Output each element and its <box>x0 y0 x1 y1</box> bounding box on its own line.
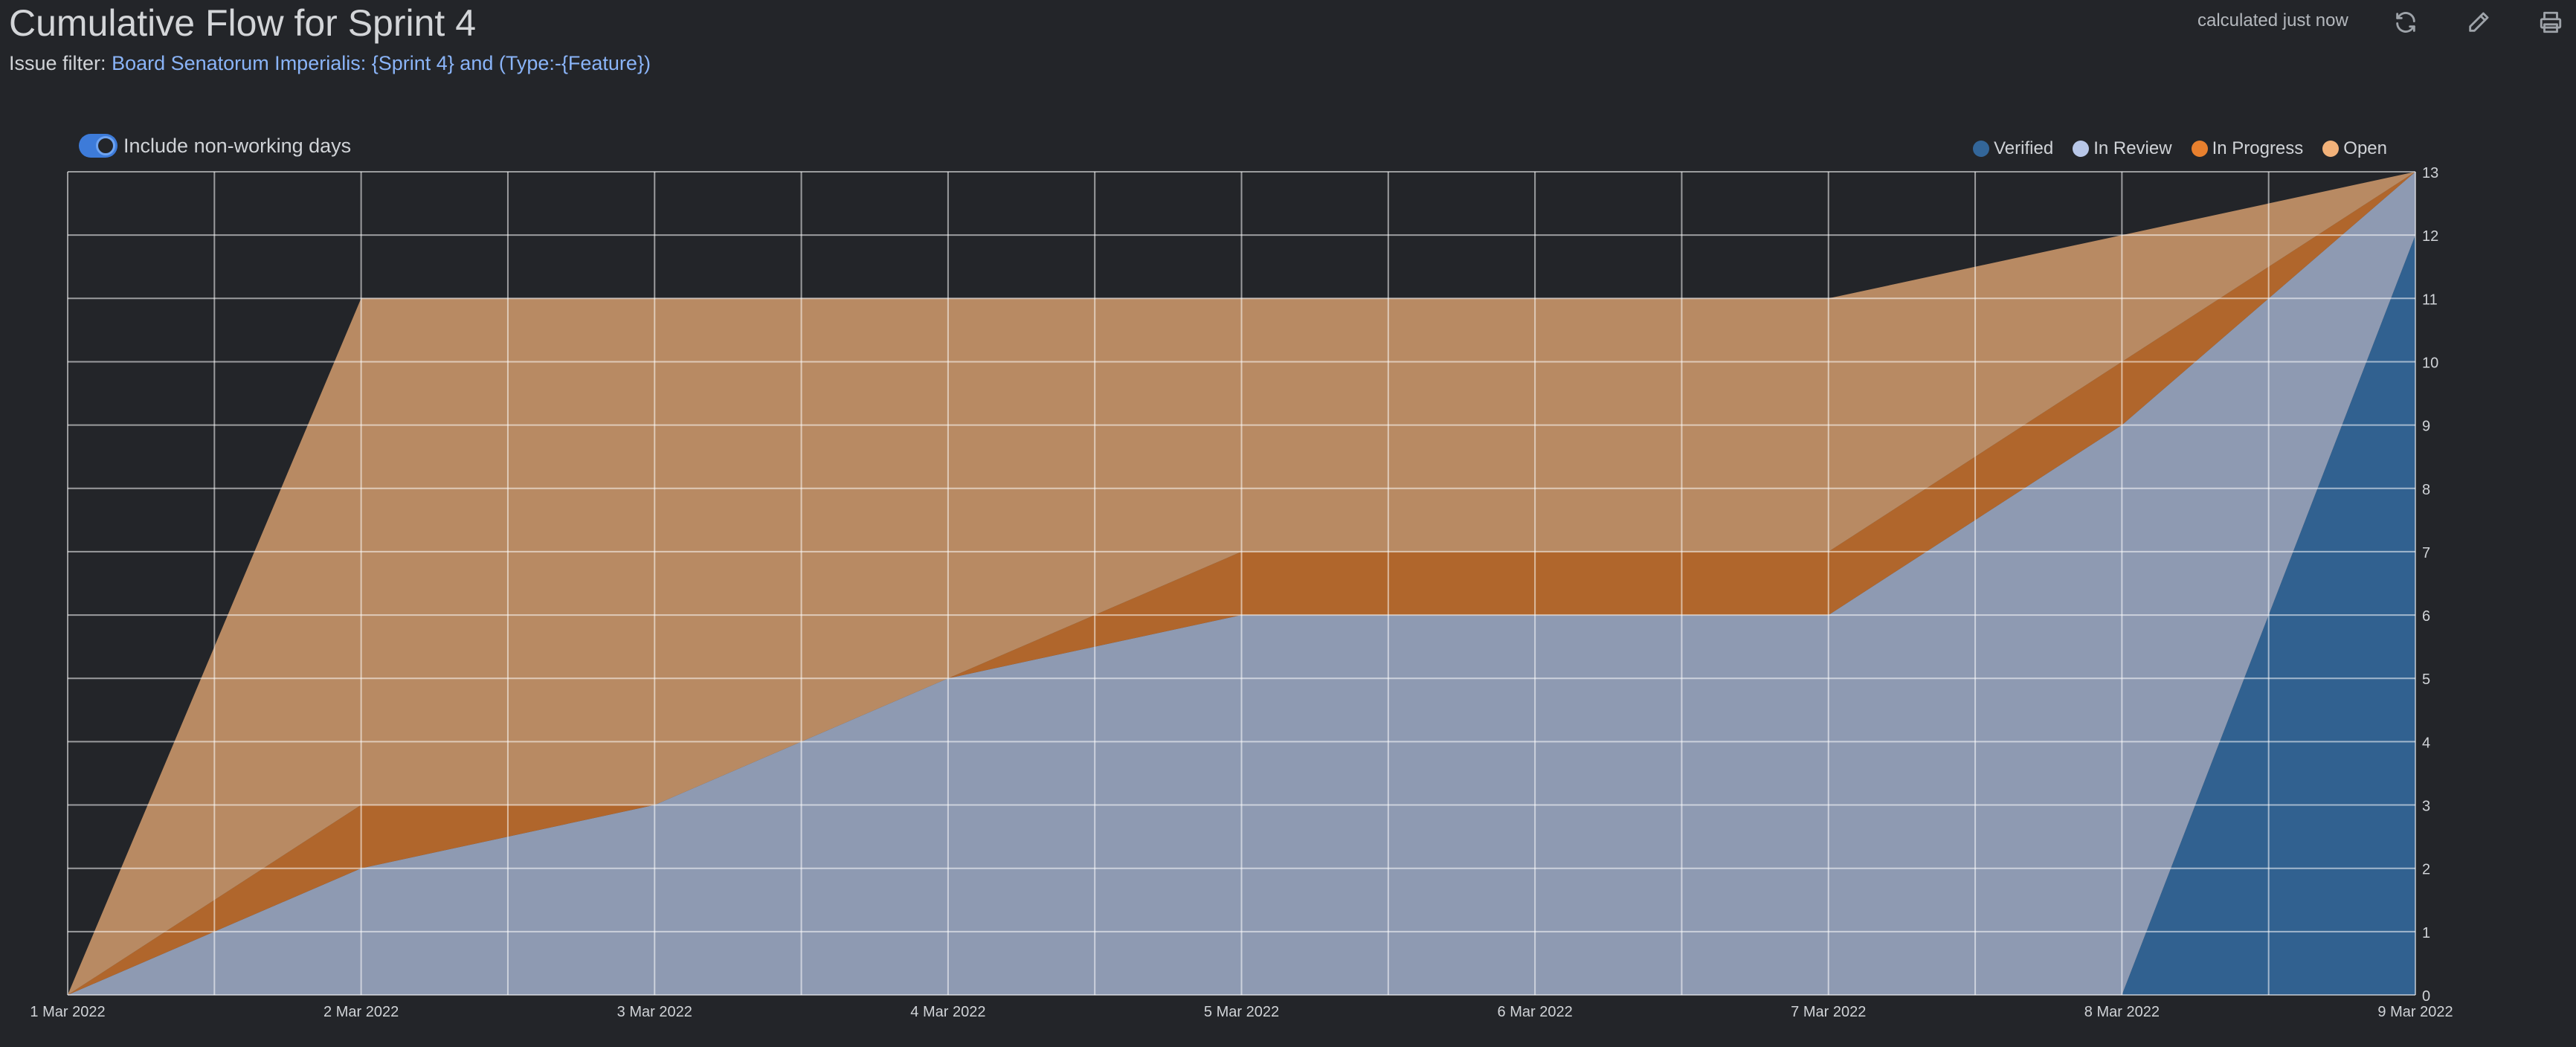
y-tick-label: 13 <box>2422 165 2438 181</box>
y-tick-label: 0 <box>2422 988 2430 1005</box>
refresh-button[interactable] <box>2389 6 2422 39</box>
x-tick-label: 8 Mar 2022 <box>2084 1004 2160 1020</box>
legend-swatch <box>2191 141 2208 157</box>
y-tick-label: 5 <box>2422 671 2430 688</box>
y-tick-label: 7 <box>2422 545 2430 561</box>
legend-swatch <box>2322 141 2340 157</box>
y-tick-label: 10 <box>2422 355 2438 371</box>
legend-swatch <box>1973 141 1990 157</box>
print-button[interactable] <box>2534 6 2567 39</box>
y-tick-label: 3 <box>2422 799 2430 815</box>
x-tick-label: 4 Mar 2022 <box>910 1004 985 1020</box>
edit-button[interactable] <box>2462 6 2495 39</box>
x-tick-label: 3 Mar 2022 <box>617 1004 692 1020</box>
y-tick-label: 12 <box>2422 228 2438 245</box>
toggle-label: Include non-working days <box>123 134 352 157</box>
legend-item-in-progress[interactable]: In Progress <box>2191 138 2304 159</box>
x-tick-label: 6 Mar 2022 <box>1498 1004 1573 1020</box>
calculation-status: calculated just now <box>2197 10 2348 30</box>
chart-legend: Verified In Review In Progress Open <box>1973 138 2387 159</box>
issue-filter-label: Issue filter: <box>9 52 106 74</box>
x-tick-label: 2 Mar 2022 <box>323 1004 399 1020</box>
y-tick-label: 8 <box>2422 482 2430 498</box>
x-tick-label: 1 Mar 2022 <box>30 1004 105 1020</box>
legend-swatch <box>2073 141 2090 157</box>
legend-item-verified[interactable]: Verified <box>1973 138 2053 159</box>
y-tick-label: 1 <box>2422 925 2430 941</box>
legend-item-in-review[interactable]: In Review <box>2073 138 2172 159</box>
area-verified <box>68 235 2415 995</box>
y-tick-label: 11 <box>2422 291 2438 308</box>
print-icon <box>2540 11 2562 33</box>
legend-label: In Progress <box>2212 138 2304 158</box>
y-tick-label: 2 <box>2422 862 2430 878</box>
legend-label: Open <box>2343 138 2387 158</box>
refresh-icon <box>2396 12 2415 33</box>
x-tick-label: 7 Mar 2022 <box>1791 1004 1866 1020</box>
legend-label: In Review <box>2093 138 2172 158</box>
toggle-switch[interactable] <box>79 134 117 158</box>
legend-label: Verified <box>1994 138 2054 158</box>
legend-item-open[interactable]: Open <box>2322 138 2387 159</box>
grid-layer <box>67 171 2416 996</box>
issue-filter: Issue filter: Board Senatorum Imperialis… <box>9 52 651 75</box>
page-title: Cumulative Flow for Sprint 4 <box>9 2 477 44</box>
edit-icon <box>2469 12 2489 32</box>
y-tick-label: 6 <box>2422 608 2430 625</box>
y-tick-label: 9 <box>2422 419 2430 435</box>
include-non-working-days-toggle[interactable]: Include non-working days <box>79 134 351 158</box>
x-axis: 1 Mar 2022 2 Mar 2022 3 Mar 2022 4 Mar 2022… <box>30 1004 2453 1020</box>
issue-filter-link[interactable]: Board Senatorum Imperialis: {Sprint 4} a… <box>112 52 651 74</box>
x-tick-label: 5 Mar 2022 <box>1204 1004 1279 1020</box>
y-tick-label: 4 <box>2422 735 2430 751</box>
x-tick-label: 9 Mar 2022 <box>2377 1004 2453 1020</box>
